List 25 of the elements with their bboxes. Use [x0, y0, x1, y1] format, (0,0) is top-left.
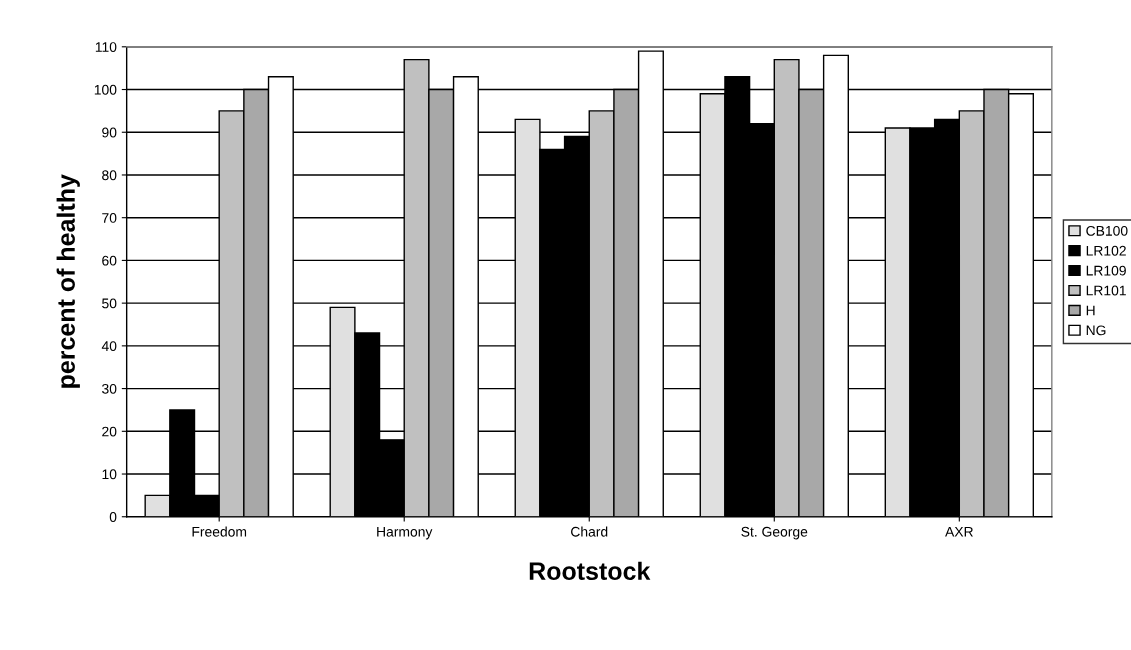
- legend-label: NG: [1086, 325, 1106, 336]
- x-tick-label: Harmony: [377, 526, 433, 540]
- x-tick-label: Chard: [571, 526, 608, 537]
- x-tick-label: St. George: [741, 526, 808, 540]
- x-tick-label: AXR: [945, 526, 973, 537]
- y-tick-label: 60: [102, 255, 117, 266]
- y-tick-label: 90: [102, 127, 117, 138]
- y-tick-label: 50: [102, 298, 117, 309]
- y-tick-label: 40: [101, 341, 117, 352]
- x-axis-title: Rootstock: [529, 561, 651, 580]
- legend-label: LR101: [1086, 285, 1126, 296]
- y-tick-label: 30: [102, 383, 117, 394]
- y-tick-label: 80: [102, 170, 117, 181]
- y-tick-label: 20: [102, 426, 117, 437]
- legend-label: LR109: [1086, 265, 1126, 276]
- y-axis-title: percent of healthy: [56, 174, 80, 388]
- legend-label: CB100: [1086, 225, 1128, 236]
- y-tick-label: 100: [94, 84, 117, 95]
- y-tick-label: 110: [95, 42, 117, 52]
- x-tick-label: Freedom: [192, 526, 247, 537]
- y-tick-label: 10: [102, 469, 117, 480]
- legend-label: H: [1086, 305, 1095, 316]
- y-tick-label: 70: [102, 213, 117, 223]
- legend-label: LR102: [1086, 245, 1126, 256]
- y-tick-label: 0: [109, 512, 117, 522]
